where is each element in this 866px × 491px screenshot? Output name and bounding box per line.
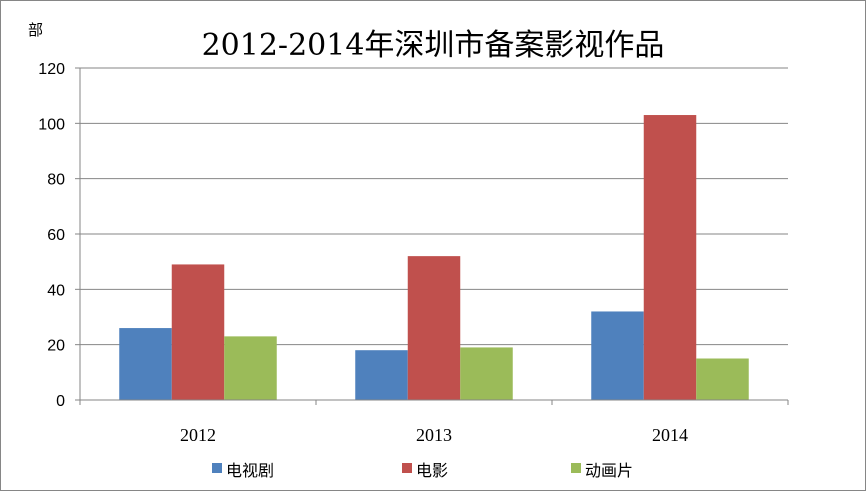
x-tick-label: 2013 bbox=[416, 425, 452, 445]
bar-电视剧-2012 bbox=[119, 328, 172, 400]
legend: 电视剧 电影 动画片 bbox=[212, 461, 633, 480]
bar-动画片-2014 bbox=[696, 358, 749, 400]
bar-电影-2012 bbox=[171, 264, 225, 400]
axes bbox=[75, 67, 789, 405]
y-tick-label: 60 bbox=[47, 227, 65, 244]
bar-电视剧-2013 bbox=[355, 350, 408, 400]
y-tick-label: 100 bbox=[38, 116, 65, 133]
legend-swatch-电视剧 bbox=[212, 463, 222, 473]
y-tick-label: 0 bbox=[56, 393, 65, 410]
x-axis-ticks: 2012 2013 2014 bbox=[180, 425, 688, 445]
bars bbox=[119, 115, 749, 401]
bar-动画片-2013 bbox=[460, 347, 513, 400]
legend-label: 动画片 bbox=[585, 461, 633, 480]
bar-电视剧-2014 bbox=[591, 311, 644, 400]
x-tick-label: 2012 bbox=[180, 425, 216, 445]
bar-动画片-2012 bbox=[224, 336, 277, 400]
y-tick-label: 40 bbox=[47, 282, 65, 299]
legend-swatch-动画片 bbox=[571, 463, 581, 473]
legend-label: 电视剧 bbox=[226, 461, 274, 480]
legend-swatch-电影 bbox=[402, 463, 412, 473]
y-tick-label: 20 bbox=[47, 338, 65, 355]
y-axis-ticks: 0 20 40 60 80 100 120 bbox=[38, 61, 65, 410]
bar-电影-2013 bbox=[407, 256, 461, 400]
bar-电影-2014 bbox=[643, 115, 697, 401]
y-tick-label: 120 bbox=[38, 61, 65, 78]
x-tick-label: 2014 bbox=[652, 425, 688, 445]
y-axis-unit-label: 部 bbox=[28, 21, 43, 39]
y-tick-label: 80 bbox=[47, 172, 65, 189]
legend-label: 电影 bbox=[416, 461, 448, 480]
chart-title: 2012-2014年深圳市备案影视作品 bbox=[202, 28, 665, 63]
